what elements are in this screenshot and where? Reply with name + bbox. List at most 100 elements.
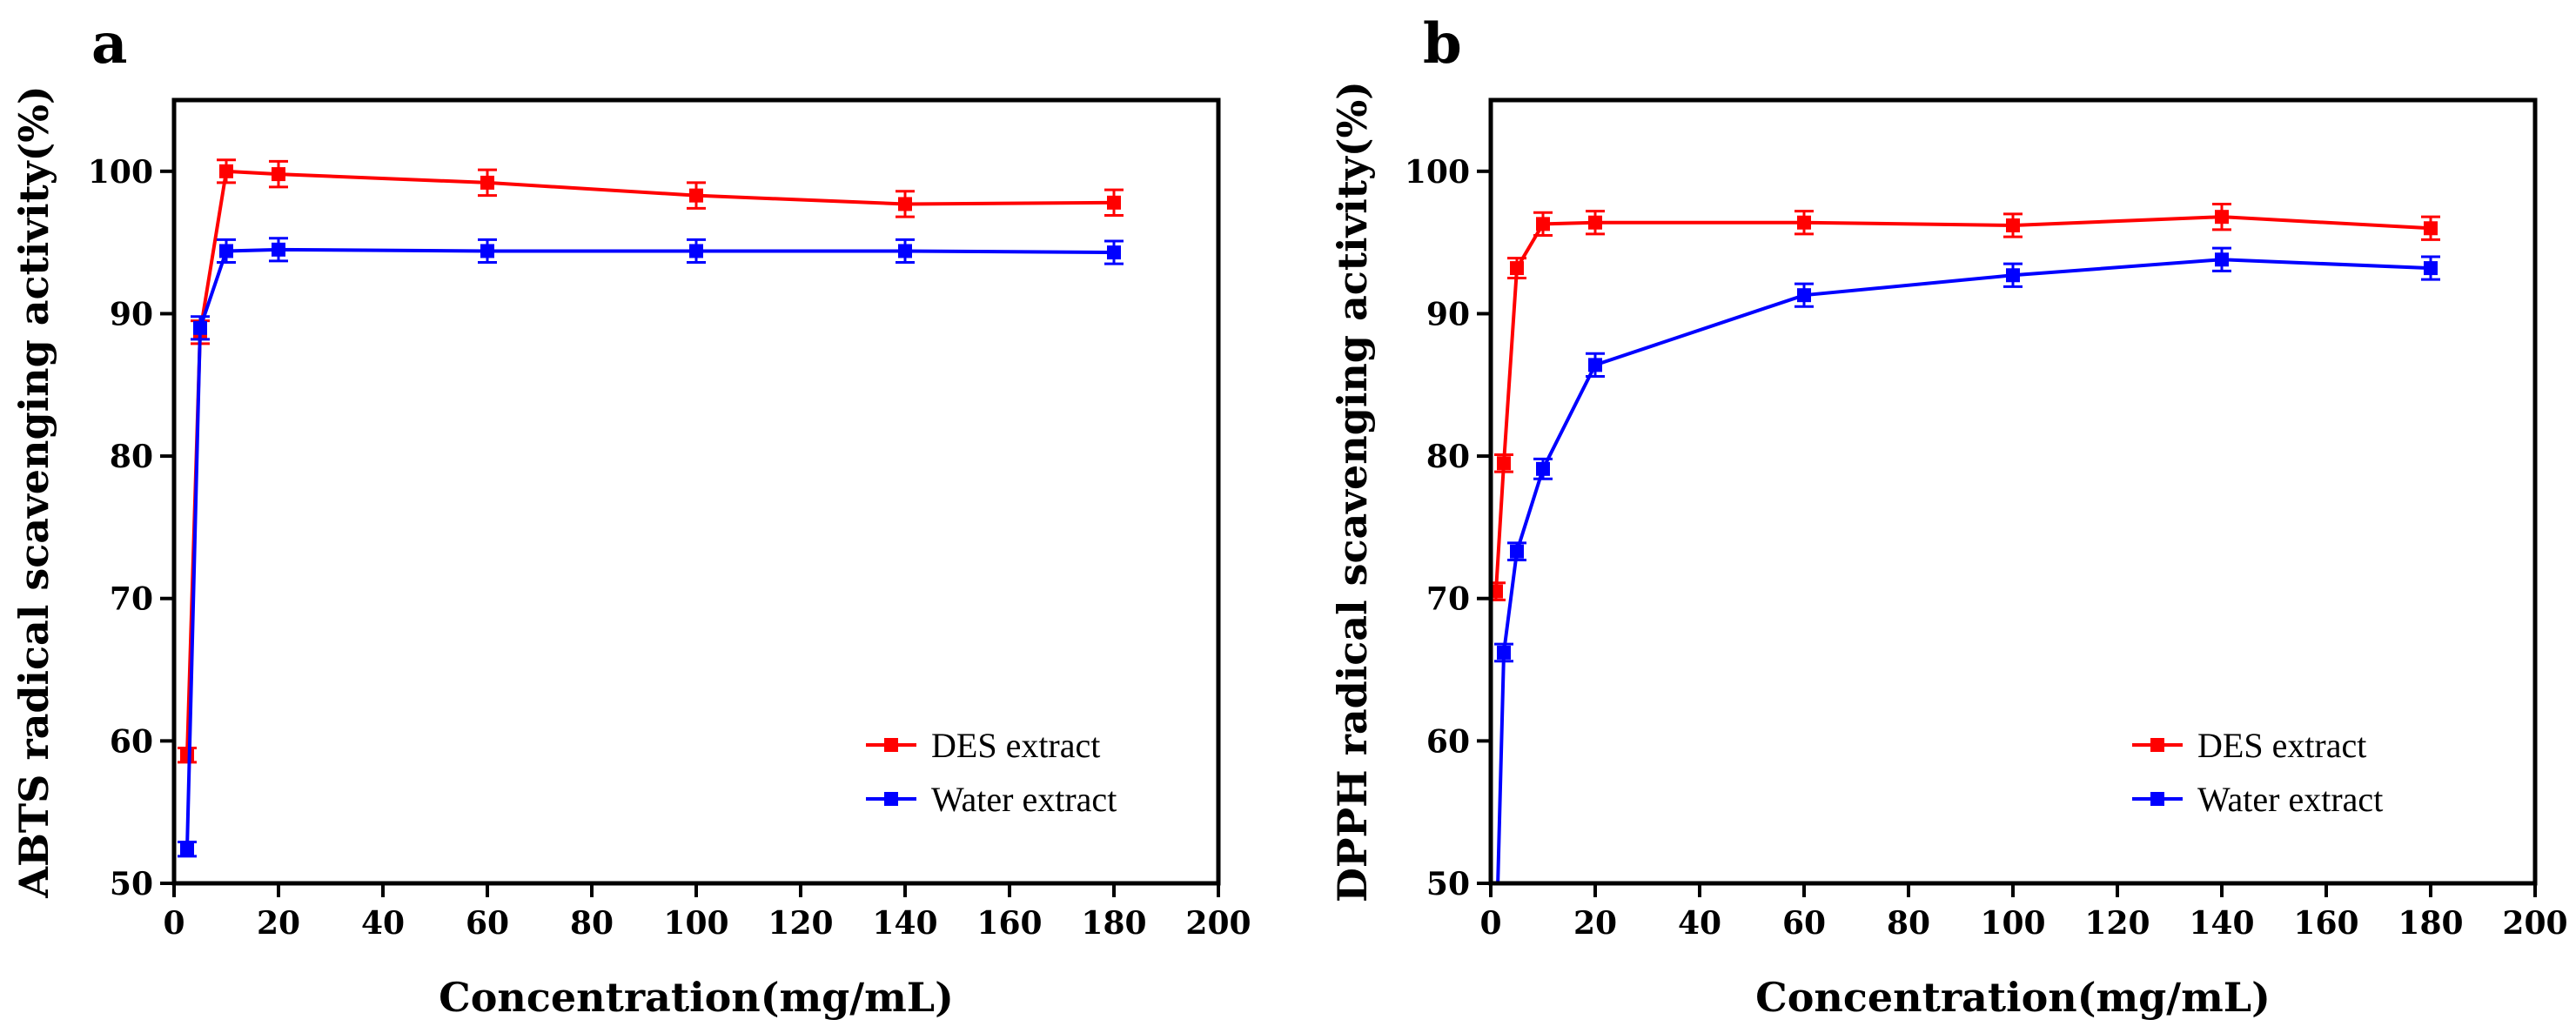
panel-b-frame: [1488, 97, 2538, 886]
x-tick-label: 20: [257, 905, 300, 942]
data-point: [272, 242, 285, 257]
y-tick-label: 80: [1426, 439, 1470, 475]
series-des-extract: [1491, 202, 2440, 601]
x-tick-label: 160: [2293, 905, 2358, 942]
x-tick-label: 0: [1479, 905, 1501, 942]
data-point: [480, 175, 494, 190]
data-point: [480, 244, 494, 258]
panel-a-axes: 0 20 40 60 80 100 120 140 160 180 200 50 60 70 80 90 100: [88, 154, 1251, 942]
panel-a-xlabel: Concentration(mg/mL): [439, 974, 954, 1021]
y-tick-label: 70: [110, 581, 153, 618]
legend-label: Water extract: [2197, 780, 2383, 819]
data-point: [2006, 218, 2020, 232]
y-tick-label: 60: [1426, 723, 1470, 760]
y-tick-label: 60: [110, 723, 153, 760]
data-point: [1536, 217, 1550, 231]
series-water-extract: [1489, 246, 2440, 962]
x-tick-label: 60: [1782, 905, 1826, 942]
data-point: [898, 197, 912, 211]
legend-marker: [884, 792, 898, 806]
panel-a-label: a: [91, 11, 127, 77]
data-point: [219, 244, 233, 258]
y-tick-label: 50: [110, 866, 153, 902]
data-point: [1510, 261, 1524, 276]
y-tick-label: 90: [110, 296, 153, 332]
x-tick-label: 100: [663, 905, 728, 942]
y-tick-label: 80: [110, 439, 153, 475]
legend-item: Water extract: [2132, 780, 2383, 819]
legend-marker: [2150, 792, 2164, 806]
x-tick-label: 140: [2189, 905, 2254, 942]
legend-label: Water extract: [931, 780, 1117, 819]
data-point: [2215, 210, 2229, 225]
data-point: [2006, 268, 2020, 283]
y-tick-label: 90: [1426, 296, 1470, 332]
legend-marker: [884, 738, 898, 752]
legend-item: Water extract: [866, 780, 1117, 819]
panel-a-frame: [171, 97, 1221, 886]
data-point: [180, 748, 194, 762]
x-tick-label: 180: [1081, 905, 1146, 942]
x-tick-label: 20: [1573, 905, 1617, 942]
panel-b-ylabel: DPPH radical scavenging activity(%): [1329, 81, 1376, 902]
data-point: [1588, 215, 1602, 230]
legend-label: DES extract: [931, 726, 1100, 765]
data-point: [689, 244, 703, 258]
x-tick-label: 80: [570, 905, 614, 942]
series-line-des-extract: [1494, 215, 2432, 592]
panel-b-legend: DES extract Water extract: [2132, 726, 2383, 819]
x-tick-label: 180: [2398, 905, 2463, 942]
x-tick-label: 200: [2502, 905, 2567, 942]
data-point: [1588, 358, 1602, 372]
x-tick-label: 40: [361, 905, 405, 942]
panel-a: a 0 20 40 60 80 100 120 140 160 180 200 50 60 70 80 90 1…: [10, 11, 1251, 1021]
x-tick-label: 100: [1980, 905, 2045, 942]
x-tick-label: 80: [1887, 905, 1930, 942]
legend-label: DES extract: [2197, 726, 2366, 765]
data-point: [1491, 584, 1503, 599]
y-tick-label: 50: [1426, 866, 1470, 902]
data-point: [1510, 544, 1524, 559]
series-line-water-extract: [1496, 258, 2432, 883]
y-tick-label: 100: [1405, 154, 1470, 191]
legend-marker: [2150, 738, 2164, 752]
data-point: [2424, 261, 2438, 276]
series-line-water-extract: [185, 247, 1115, 849]
legend-item: DES extract: [866, 726, 1100, 765]
data-point: [1107, 245, 1121, 260]
data-point: [1797, 215, 1811, 230]
series-water-extract: [178, 237, 1124, 858]
data-point: [1107, 195, 1121, 210]
x-tick-label: 60: [466, 905, 509, 942]
panel-b: b 0 20 40 60 80 100 120 140 160 180 200 50 60 70 80 90 1…: [1329, 11, 2568, 1021]
data-point: [689, 188, 703, 203]
panel-b-plot-area: [1489, 202, 2440, 962]
panel-b-xlabel: Concentration(mg/mL): [1755, 974, 2271, 1021]
data-point: [1497, 456, 1511, 471]
panel-a-plot-area: [178, 158, 1124, 858]
data-point: [272, 167, 285, 182]
data-point: [219, 164, 233, 178]
panel-b-axes: 0 20 40 60 80 100 120 140 160 180 200 50 60 70 80 90 100: [1405, 154, 2568, 942]
data-point: [898, 244, 912, 258]
series-line-des-extract: [185, 169, 1115, 755]
data-point: [1497, 645, 1511, 660]
data-point: [2424, 221, 2438, 236]
data-point: [193, 320, 207, 335]
x-tick-label: 140: [872, 905, 937, 942]
panel-a-legend: DES extract Water extract: [866, 726, 1117, 819]
panel-a-ylabel: ABTS radical scavenging activity(%): [10, 85, 57, 898]
x-tick-label: 40: [1678, 905, 1721, 942]
legend-item: DES extract: [2132, 726, 2366, 765]
data-point: [1536, 461, 1550, 476]
y-tick-label: 70: [1426, 581, 1470, 618]
x-tick-label: 0: [163, 905, 184, 942]
x-tick-label: 120: [2084, 905, 2150, 942]
data-point: [1489, 948, 1503, 962]
data-point: [2215, 252, 2229, 267]
data-point: [1797, 288, 1811, 303]
panel-b-label: b: [1423, 11, 1462, 77]
x-tick-label: 120: [768, 905, 833, 942]
data-point: [180, 842, 194, 856]
